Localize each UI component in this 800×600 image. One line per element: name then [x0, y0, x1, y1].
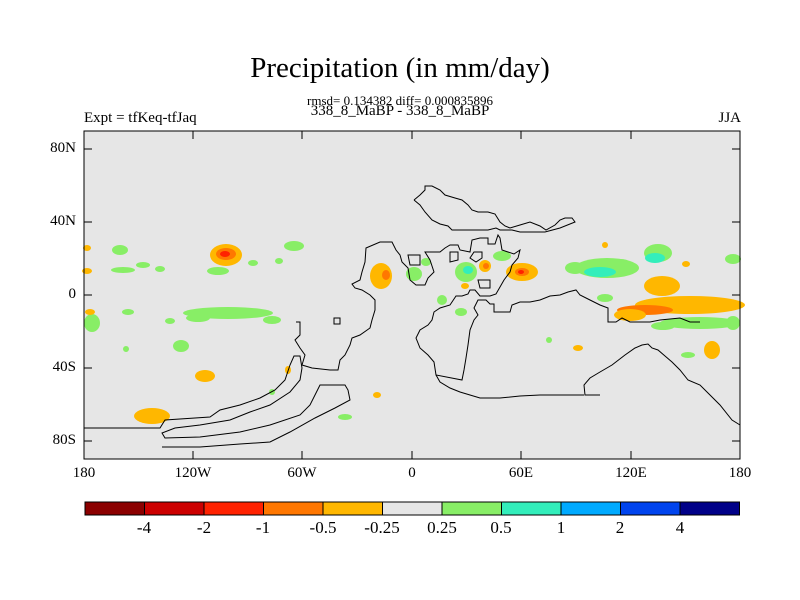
colorbar-label: 2	[615, 518, 625, 537]
colorbar-box	[84, 501, 145, 516]
y-tick-label: 80S	[52, 432, 76, 448]
colorbar-label: 4	[675, 518, 685, 537]
x-tick-label: 180	[72, 465, 96, 481]
y-tick-label: 40N	[50, 213, 76, 229]
comparison-label: 338_8_MaBP - 338_8_MaBP	[310, 103, 490, 119]
stats-line: rmsd= 0.134382 diff= 0.000835896	[307, 93, 493, 108]
colorbar-label: -4	[136, 518, 152, 537]
anomaly-patches	[82, 241, 745, 424]
experiment-label: Expt = tfKeq-tfJaq	[84, 110, 197, 126]
plot-title: Precipitation (in mm/day)	[250, 52, 550, 84]
y-tick-label: 40S	[52, 359, 76, 375]
x-tick-label: 60W	[287, 465, 317, 481]
colorbar-box	[322, 501, 383, 516]
colorbar-box	[263, 501, 324, 516]
coastlines	[84, 185, 741, 448]
map-background	[84, 131, 740, 459]
x-tick-label: 0	[408, 465, 416, 481]
x-tick-label: 60E	[508, 465, 534, 481]
axis-ticks	[84, 131, 740, 459]
colorbar-label: 1	[556, 518, 566, 537]
colorbar-box	[501, 501, 562, 516]
colorbar-label: -0.25	[364, 518, 400, 537]
x-tick-label: 120W	[174, 465, 212, 481]
colorbar-box	[144, 501, 205, 516]
colorbar-label: 0.5	[490, 518, 512, 537]
colorbar-box	[620, 501, 681, 516]
colorbar	[84, 501, 740, 516]
colorbar-box	[382, 501, 443, 516]
y-tick-label: 80N	[50, 140, 76, 156]
colorbar-box	[560, 501, 621, 516]
colorbar-box	[679, 501, 740, 516]
x-tick-label: 180	[728, 465, 752, 481]
y-tick-label: 0	[68, 286, 77, 302]
colorbar-box	[203, 501, 264, 516]
season-label: JJA	[718, 110, 741, 126]
colorbar-label: 0.25	[427, 518, 457, 537]
colorbar-label: -2	[196, 518, 212, 537]
colorbar-label: -0.5	[309, 518, 337, 537]
x-tick-label: 120E	[615, 465, 647, 481]
colorbar-label: -1	[255, 518, 271, 537]
colorbar-box	[441, 501, 502, 516]
